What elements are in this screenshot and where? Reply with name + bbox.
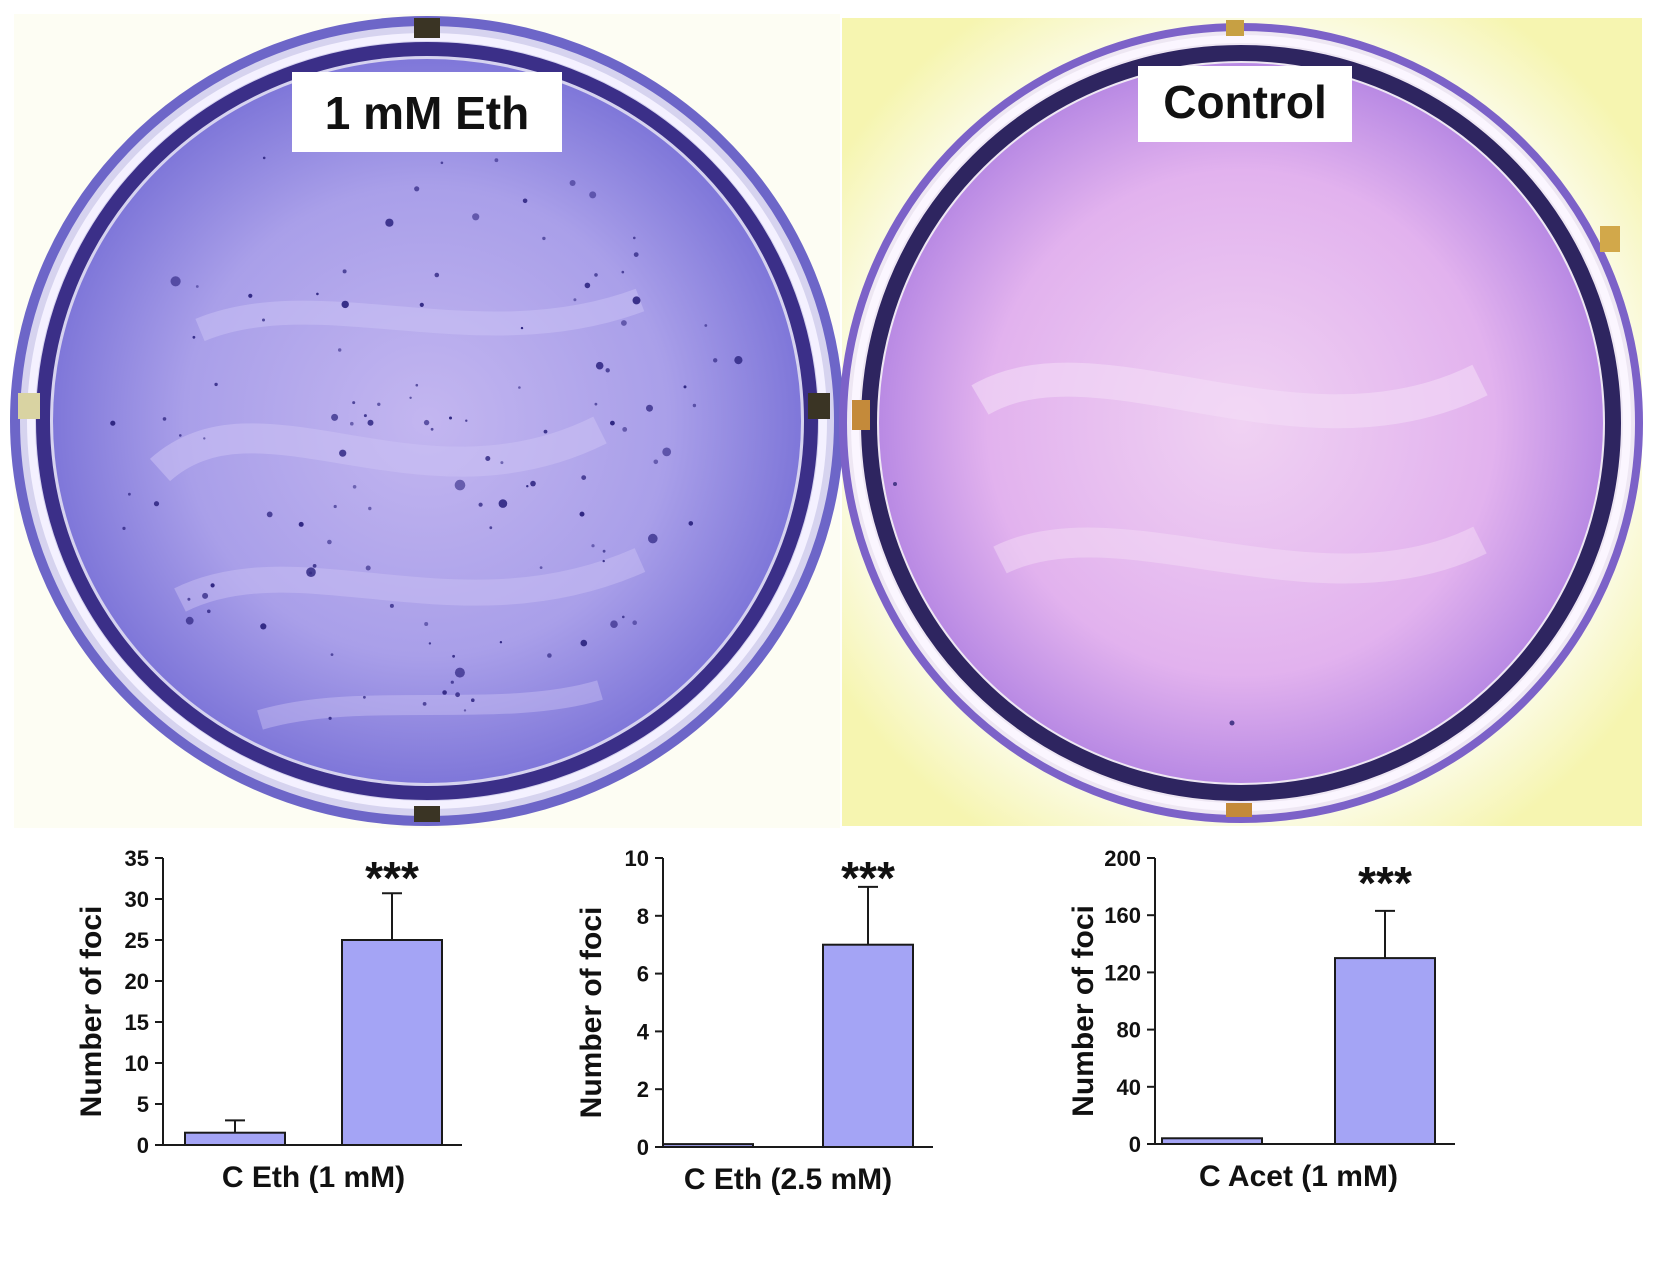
y-tick-label: 4 (637, 1019, 650, 1044)
y-tick-label: 25 (125, 928, 149, 953)
bar-chart-eth-1mm: 0 5 10 15 20 25 30 35 Number of foci C Eth (1 m… (55, 846, 495, 1260)
bar-eth-2-5-mm (822, 943, 914, 1148)
plate-treated (10, 16, 844, 826)
y-tick-label: 6 (637, 962, 649, 987)
y-axis-label: Number of foci (575, 907, 608, 1119)
bar-c (662, 1143, 754, 1148)
y-tick-label: 200 (1104, 846, 1141, 871)
y-tick-label: 120 (1104, 960, 1141, 985)
y-axis-label: Number of foci (75, 906, 108, 1118)
plate-label-treated-text: 1 mM Eth (325, 87, 529, 139)
bar-eth-1-mm (341, 939, 443, 1146)
bar-chart-eth-2-5mm-svg: 0 2 4 6 8 10 Number of foci C Eth (2.5 mM) **… (575, 846, 933, 1196)
plate-label-treated: 1 mM Eth (292, 72, 562, 152)
foci-spots-treated (110, 109, 743, 720)
significance-label: *** (841, 852, 895, 904)
y-tick-label: 15 (125, 1010, 149, 1035)
plate-control (839, 20, 1643, 823)
y-tick-label: 10 (125, 1051, 149, 1076)
plate-label-control: Control (1138, 66, 1352, 142)
bar-chart-eth-2-5mm: 0 2 4 6 8 10 Number of foci C Eth (2.5 mM) **… (575, 846, 995, 1260)
bar-c (1161, 1137, 1263, 1145)
plate-photographs: 1 mM Eth Control (10, 14, 1643, 828)
y-tick-label: 40 (1117, 1075, 1141, 1100)
bar-chart-acet-1mm: 0 40 80 120 160 200 Number of foci C Acet (1 … (1067, 846, 1535, 1260)
bar-chart-acet-1mm-svg: 0 40 80 120 160 200 Number of foci C Acet (1 … (1067, 846, 1455, 1193)
y-tick-label: 5 (137, 1092, 149, 1117)
x-axis-label: C Acet (1 mM) (1199, 1160, 1398, 1193)
x-axis-label: C Eth (1 mM) (222, 1161, 405, 1194)
y-tick-label: 0 (1129, 1132, 1141, 1157)
y-tick-label: 20 (125, 969, 149, 994)
plate-label-control-text: Control (1163, 76, 1327, 128)
x-axis-label: C Eth (2.5 mM) (684, 1163, 892, 1196)
y-tick-label: 0 (137, 1133, 149, 1158)
y-tick-label: 2 (637, 1077, 649, 1102)
bar-acet-1-mm (1334, 957, 1436, 1145)
plot-area: 0 40 80 120 160 200 (1104, 846, 1455, 1157)
plot-area: 0 5 10 15 20 25 30 35 (125, 846, 462, 1158)
y-axis-label: Number of foci (1067, 905, 1100, 1117)
y-tick-label: 0 (637, 1135, 649, 1160)
y-tick-label: 80 (1117, 1018, 1141, 1043)
y-tick-label: 8 (637, 904, 649, 929)
significance-label: *** (365, 852, 419, 904)
y-tick-label: 160 (1104, 903, 1141, 928)
significance-label: *** (1358, 857, 1412, 909)
y-tick-label: 35 (125, 846, 149, 871)
bar-c (184, 1131, 286, 1147)
bar-chart-eth-1mm-svg: 0 5 10 15 20 25 30 35 Number of foci C Eth (1 m… (75, 846, 462, 1194)
y-tick-label: 30 (125, 887, 149, 912)
y-tick-label: 10 (625, 846, 649, 871)
plot-area: 0 2 4 6 8 10 (625, 846, 933, 1160)
